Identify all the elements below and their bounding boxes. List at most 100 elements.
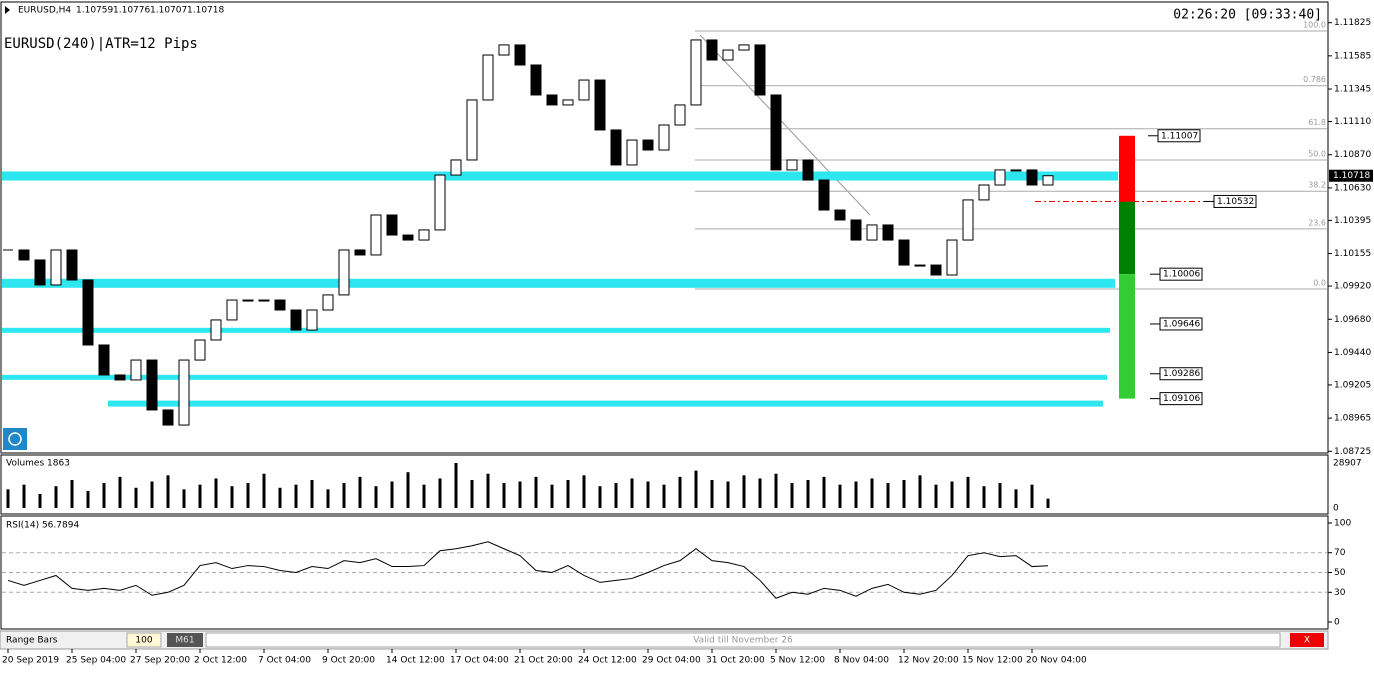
volume-bar xyxy=(774,473,778,508)
volume-bar xyxy=(454,463,458,508)
x-tick-label: 20 Nov 04:00 xyxy=(1026,656,1087,666)
size-value: 100 xyxy=(135,636,152,646)
candle xyxy=(690,39,702,106)
candle xyxy=(482,54,494,101)
candle xyxy=(978,184,990,201)
volume-bar xyxy=(198,484,202,508)
candle xyxy=(722,49,734,61)
ohlc-value: 1.10707 xyxy=(150,6,187,16)
x-tick-label: 24 Oct 12:00 xyxy=(578,656,637,666)
ohlc-value: 1.10759 xyxy=(76,6,113,16)
y-tick-label: 1.10630 xyxy=(1334,183,1371,193)
volume-bar xyxy=(966,476,970,508)
timeframe-box[interactable] xyxy=(167,633,203,647)
volume-bar xyxy=(566,479,570,508)
candle xyxy=(466,99,478,161)
volume-bar xyxy=(326,489,330,508)
x-tick-label: 27 Sep 20:00 xyxy=(130,656,190,666)
volume-bar xyxy=(886,483,890,508)
volume-bar xyxy=(70,479,74,508)
volume-bar xyxy=(38,493,42,508)
candle xyxy=(642,139,654,151)
volume-bar xyxy=(790,483,794,508)
candle xyxy=(834,209,846,221)
notice-bar xyxy=(205,632,1281,648)
volume-bar xyxy=(710,479,714,508)
rsi-line xyxy=(7,541,1049,599)
volume-bar xyxy=(614,483,618,508)
candle xyxy=(818,179,830,211)
crosshair-button[interactable] xyxy=(3,428,27,450)
volume-bar xyxy=(246,483,250,508)
candle xyxy=(450,159,462,176)
candle xyxy=(402,234,414,241)
candle xyxy=(530,64,542,96)
fib-label: 61.8 xyxy=(1308,118,1326,127)
candle xyxy=(498,44,510,56)
volume-bar xyxy=(22,484,26,508)
candle xyxy=(962,199,974,241)
volume-bar xyxy=(518,481,522,508)
candle xyxy=(386,214,398,236)
volume-bar xyxy=(86,490,90,508)
candle xyxy=(850,219,862,241)
candle xyxy=(178,359,190,426)
x-tick-label: 20 Sep 2019 xyxy=(2,656,59,666)
x-tick-label: 8 Nov 04:00 xyxy=(834,656,889,666)
volume-bar xyxy=(742,475,746,508)
target-zone xyxy=(1119,201,1135,275)
size-box[interactable] xyxy=(126,632,162,648)
volume-bar xyxy=(918,475,922,508)
support-level xyxy=(2,374,1107,380)
candle xyxy=(114,374,126,381)
volume-bar xyxy=(438,478,442,508)
volume-bar xyxy=(1030,484,1034,508)
x-tick-label: 25 Sep 04:00 xyxy=(66,656,126,666)
support-level xyxy=(2,278,1115,288)
volume-bar xyxy=(854,481,858,508)
volume-bar xyxy=(902,479,906,508)
trend-line xyxy=(699,34,871,216)
support-level xyxy=(108,400,1103,407)
candle xyxy=(578,79,590,101)
candle xyxy=(1042,175,1054,186)
candle xyxy=(594,79,606,131)
x-tick-label: 5 Nov 12:00 xyxy=(770,656,825,666)
target-label: 1.09106 xyxy=(1163,394,1200,404)
fib-label: 0.786 xyxy=(1303,75,1326,84)
y-tick-label: 70 xyxy=(1334,548,1346,558)
close-button[interactable] xyxy=(1290,633,1324,647)
candle xyxy=(226,299,238,321)
y-tick-label: 1.10395 xyxy=(1334,216,1371,226)
candle xyxy=(210,319,222,341)
volume-panel xyxy=(0,454,1329,515)
candle xyxy=(66,249,78,281)
candle xyxy=(882,224,894,241)
volume-bar xyxy=(486,473,490,508)
volume-bar xyxy=(662,484,666,508)
y-tick-label: 50 xyxy=(1334,568,1346,578)
candle xyxy=(146,359,158,411)
candle xyxy=(562,99,574,106)
indicator-text: EURUSD(240)|ATR=12 Pips xyxy=(4,36,198,52)
volume-bar xyxy=(998,483,1002,508)
y-tick-label: 1.11345 xyxy=(1334,85,1371,95)
candle xyxy=(82,279,94,346)
volume-bar xyxy=(950,481,954,508)
candle xyxy=(1010,169,1022,172)
y-tick-label: 1.10155 xyxy=(1334,249,1371,259)
menu-arrow[interactable] xyxy=(5,6,10,14)
candle xyxy=(946,239,958,276)
target-box xyxy=(1159,367,1203,381)
y-tick-label: 0 xyxy=(1334,618,1340,628)
x-tick-label: 21 Oct 20:00 xyxy=(514,656,573,666)
candle xyxy=(610,129,622,166)
x-tick-label: 7 Oct 04:00 xyxy=(258,656,311,666)
y-tick-label: 1.11825 xyxy=(1334,18,1371,28)
volume-bar xyxy=(870,478,874,508)
candle xyxy=(354,249,366,256)
support-level xyxy=(2,327,1110,333)
x-tick-label: 31 Oct 20:00 xyxy=(706,656,765,666)
volume-bar xyxy=(278,487,282,508)
